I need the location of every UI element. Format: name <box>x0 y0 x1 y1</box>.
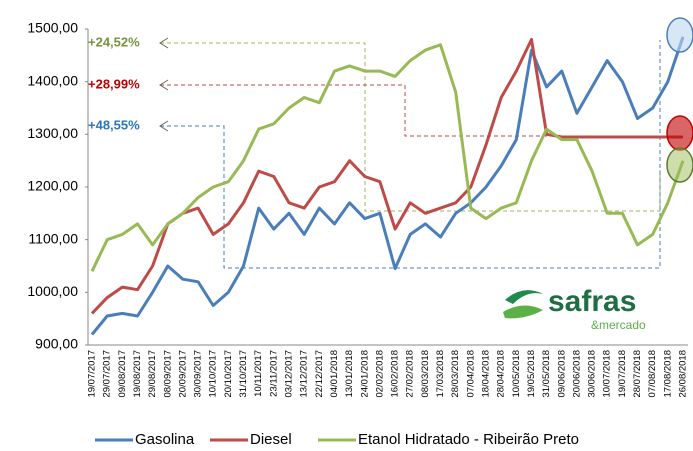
x-tick-label: 10/11/2017 <box>253 350 264 397</box>
x-tick-label: 07/04/2018 <box>465 350 476 398</box>
x-tick-label: 30/09/2017 <box>193 350 204 398</box>
x-tick-label: 20/09/2017 <box>177 350 188 398</box>
x-tick-label: 13/12/2017 <box>299 350 310 398</box>
legend-label: Gasolina <box>135 431 195 448</box>
legend-label: Etanol Hidratado - Ribeirão Preto <box>358 431 579 448</box>
x-tick-label: 09/06/2018 <box>556 350 567 398</box>
x-tick-label: 31/05/2018 <box>541 350 552 398</box>
x-tick-label: 17/08/2018 <box>662 350 673 398</box>
y-tick-label: 1000,00 <box>27 283 78 299</box>
x-tick-label: 30/06/2018 <box>587 350 598 398</box>
x-tick-label: 20/06/2018 <box>571 350 582 398</box>
x-tick-label: 24/01/2018 <box>359 350 370 398</box>
x-tick-label: 19/07/2017 <box>87 350 98 398</box>
plot: 900,00 1000,00 1100,00 1200,00 1300,00 1400,0… <box>27 20 688 398</box>
x-tick-label: 27/02/2018 <box>405 350 416 398</box>
x-tick-label: 09/08/2017 <box>117 350 128 398</box>
x-tick-label: 03/12/2017 <box>284 350 295 398</box>
x-tick-label: 08/03/2018 <box>420 350 431 398</box>
series-line <box>90 36 685 336</box>
y-tick-label: 1300,00 <box>27 125 78 141</box>
x-tick-label: 22/12/2017 <box>314 350 325 398</box>
x-tick-label: 13/01/2018 <box>344 350 355 398</box>
annotation: +24,52% <box>88 34 140 49</box>
x-tick-label: 20/10/2017 <box>223 350 234 398</box>
y-tick-label: 1400,00 <box>27 72 78 88</box>
x-tick-label: 16/02/2018 <box>390 350 401 398</box>
x-tick-label: 29/07/2017 <box>102 350 113 398</box>
x-tick-label: 10/05/2018 <box>511 350 522 398</box>
legend: Gasolina Diesel Etanol Hidratado - Ribeirã… <box>95 431 579 448</box>
x-tick-label: 04/01/2018 <box>329 350 340 398</box>
annotation: +28,99% <box>88 76 140 91</box>
x-tick-label: 02/02/2018 <box>374 350 385 398</box>
x-tick-label: 26/08/2018 <box>678 350 689 398</box>
y-tick-label: 900,00 <box>35 336 78 352</box>
x-tick-label: 28/03/2018 <box>450 350 461 398</box>
y-tick-label: 1200,00 <box>27 178 78 194</box>
x-tick-label: 07/08/2018 <box>647 350 658 398</box>
x-tick-label: 08/09/2017 <box>162 350 173 398</box>
x-tick-label: 19/07/2018 <box>617 350 628 398</box>
annotation: +48,55% <box>88 117 140 132</box>
logo: safras &mercado <box>503 285 646 332</box>
x-tick-label: 19/08/2017 <box>132 350 143 398</box>
logo-name: safras <box>548 285 636 318</box>
y-tick-label: 1100,00 <box>28 230 78 246</box>
series-line <box>90 38 683 315</box>
x-tick-label: 10/07/2018 <box>602 350 613 398</box>
highlight-circles <box>666 17 693 183</box>
series-line <box>90 43 685 272</box>
legend-label: Diesel <box>250 431 292 448</box>
annotation-guides <box>159 37 661 269</box>
x-tick-label: 31/10/2017 <box>238 350 249 398</box>
y-tick-label: 1500,00 <box>27 20 78 36</box>
x-tick-label: 10/10/2017 <box>208 350 219 398</box>
x-tick-label: 29/08/2017 <box>147 350 158 398</box>
logo-tagline: &mercado <box>591 318 646 332</box>
x-tick-label: 18/04/2018 <box>481 350 492 398</box>
x-tick-label: 23/11/2017 <box>268 350 279 397</box>
x-tick-label: 17/03/2018 <box>435 350 446 398</box>
x-tick-label: 28/07/2018 <box>632 350 643 398</box>
x-tick-label: 19/05/2018 <box>526 350 537 398</box>
x-tick-label: 28/04/2018 <box>496 350 507 398</box>
